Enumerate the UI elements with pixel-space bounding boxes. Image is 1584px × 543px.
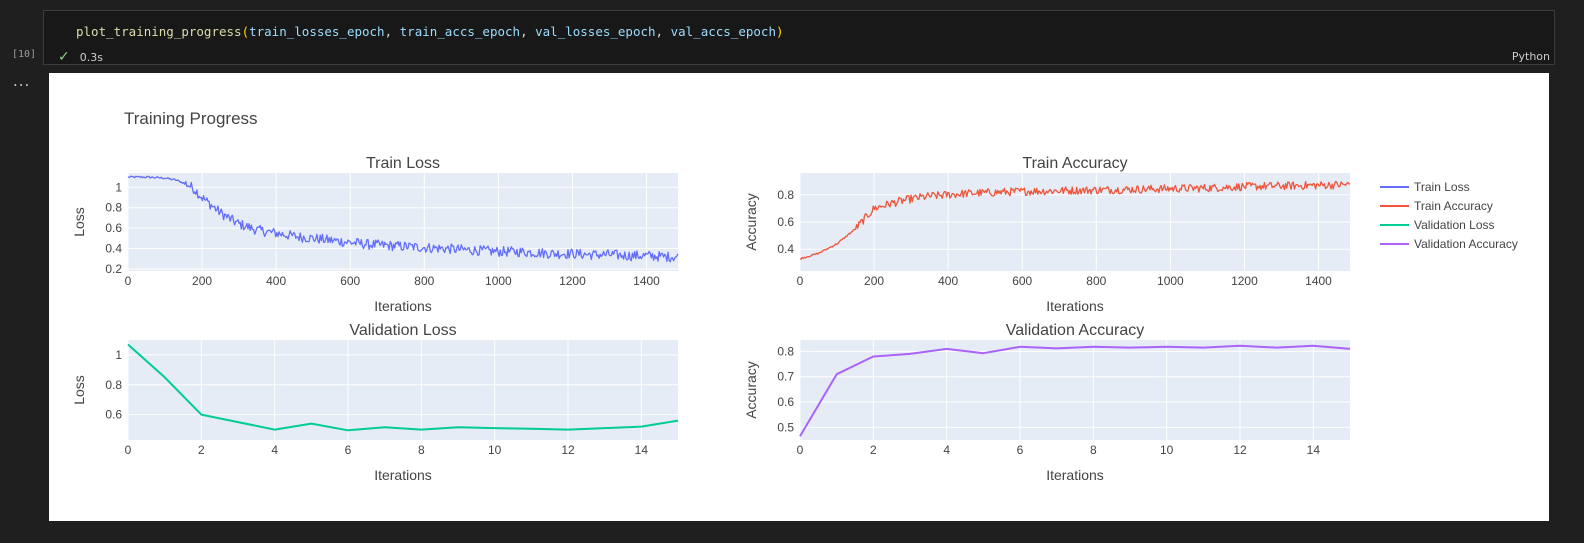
subplot-title: Train Accuracy	[1022, 155, 1127, 172]
x-axis-label: Iterations	[1046, 467, 1104, 483]
x-tick-label: 10	[488, 443, 502, 457]
x-tick-label: 10	[1160, 443, 1174, 457]
x-tick-label: 200	[864, 274, 884, 288]
y-axis-label: Loss	[71, 375, 87, 405]
y-tick-label: 1	[115, 180, 122, 194]
code-arg: val_losses_epoch	[535, 24, 656, 39]
x-tick-label: 600	[1012, 274, 1032, 288]
subplot-title: Train Loss	[366, 155, 440, 172]
x-tick-label: 0	[797, 274, 804, 288]
x-tick-label: 12	[1233, 443, 1247, 457]
y-tick-label: 0.8	[105, 378, 122, 392]
y-axis-label: Loss	[71, 207, 87, 237]
check-icon: ✓	[58, 49, 70, 65]
legend-item-label: Validation Accuracy	[1414, 237, 1518, 251]
y-tick-label: 0.6	[777, 395, 794, 409]
x-tick-label: 600	[340, 274, 360, 288]
x-tick-label: 0	[125, 274, 132, 288]
x-tick-label: 6	[1017, 443, 1024, 457]
legend-item-label: Validation Loss	[1414, 218, 1495, 232]
execution-status: ✓ 0.3s	[58, 49, 103, 65]
x-axis-label: Iterations	[1046, 298, 1104, 314]
x-tick-label: 2	[870, 443, 877, 457]
x-tick-label: 4	[943, 443, 950, 457]
subplot-title: Validation Loss	[349, 322, 456, 339]
x-tick-label: 400	[938, 274, 958, 288]
code-cell[interactable]: plot_training_progress(train_losses_epoc…	[43, 10, 1555, 65]
y-tick-label: 0.8	[777, 344, 794, 358]
training-progress-figure: Training Progress 0 200 400 600 800 1000 1200 1…	[71, 109, 1518, 483]
y-tick-label: 0.8	[105, 201, 122, 215]
x-tick-label: 2	[198, 443, 205, 457]
x-axis-label: Iterations	[374, 298, 432, 314]
y-tick-label: 0.6	[105, 221, 122, 235]
y-tick-label: 0.6	[105, 408, 122, 422]
cell-output: Training Progress 0 200 400 600 800 1000 1200 1…	[49, 73, 1549, 521]
y-tick-label: 0.8	[777, 188, 794, 202]
x-tick-label: 0	[797, 443, 804, 457]
x-tick-label: 0	[125, 443, 132, 457]
series-line-train-accuracy	[799, 180, 1351, 260]
y-axis-label: Accuracy	[743, 361, 759, 419]
x-tick-label: 800	[1086, 274, 1106, 288]
y-tick-label: 0.2	[105, 262, 122, 276]
y-axis-label: Accuracy	[743, 193, 759, 251]
x-tick-label: 4	[271, 443, 278, 457]
series-line-train-loss	[127, 175, 679, 263]
code-line[interactable]: plot_training_progress(train_losses_epoc…	[76, 24, 784, 39]
y-tick-label: 1	[115, 348, 122, 362]
subplot-title: Validation Accuracy	[1006, 322, 1144, 339]
y-tick-label: 0.6	[777, 215, 794, 229]
x-tick-label: 8	[1090, 443, 1097, 457]
x-tick-label: 1400	[633, 274, 660, 288]
language-indicator[interactable]: Python	[1511, 50, 1550, 63]
code-function-name: plot_training_progress	[76, 24, 242, 39]
legend-item-label: Train Loss	[1414, 180, 1470, 194]
y-tick-label: 0.4	[105, 242, 122, 256]
x-tick-label: 1000	[485, 274, 512, 288]
x-tick-label: 400	[266, 274, 286, 288]
output-more-icon[interactable]: ...	[13, 72, 31, 90]
code-arg: train_accs_epoch	[399, 24, 521, 39]
x-tick-label: 1200	[559, 274, 586, 288]
x-tick-label: 200	[192, 274, 212, 288]
series-line-validation-loss	[127, 343, 679, 432]
code-arg: val_accs_epoch	[670, 24, 776, 39]
x-tick-label: 1200	[1231, 274, 1258, 288]
y-tick-label: 0.5	[777, 420, 794, 434]
x-tick-label: 8	[418, 443, 425, 457]
x-tick-label: 1400	[1305, 274, 1332, 288]
x-tick-label: 800	[414, 274, 434, 288]
execution-duration: 0.3s	[79, 50, 103, 64]
x-tick-label: 14	[635, 443, 649, 457]
x-tick-label: 12	[561, 443, 575, 457]
y-tick-label: 0.7	[777, 370, 794, 384]
plot-area	[128, 340, 678, 440]
x-tick-label: 14	[1307, 443, 1321, 457]
series-line-validation-accuracy	[799, 344, 1351, 437]
plot-area	[800, 340, 1350, 440]
code-arg: train_losses_epoch	[249, 24, 385, 39]
y-tick-label: 0.4	[777, 242, 794, 256]
execution-count: [10]	[12, 49, 37, 60]
figure-title: Training Progress	[124, 109, 258, 128]
legend-item-label: Train Accuracy	[1414, 199, 1493, 213]
x-tick-label: 1000	[1157, 274, 1184, 288]
x-tick-label: 6	[345, 443, 352, 457]
x-axis-label: Iterations	[374, 467, 432, 483]
